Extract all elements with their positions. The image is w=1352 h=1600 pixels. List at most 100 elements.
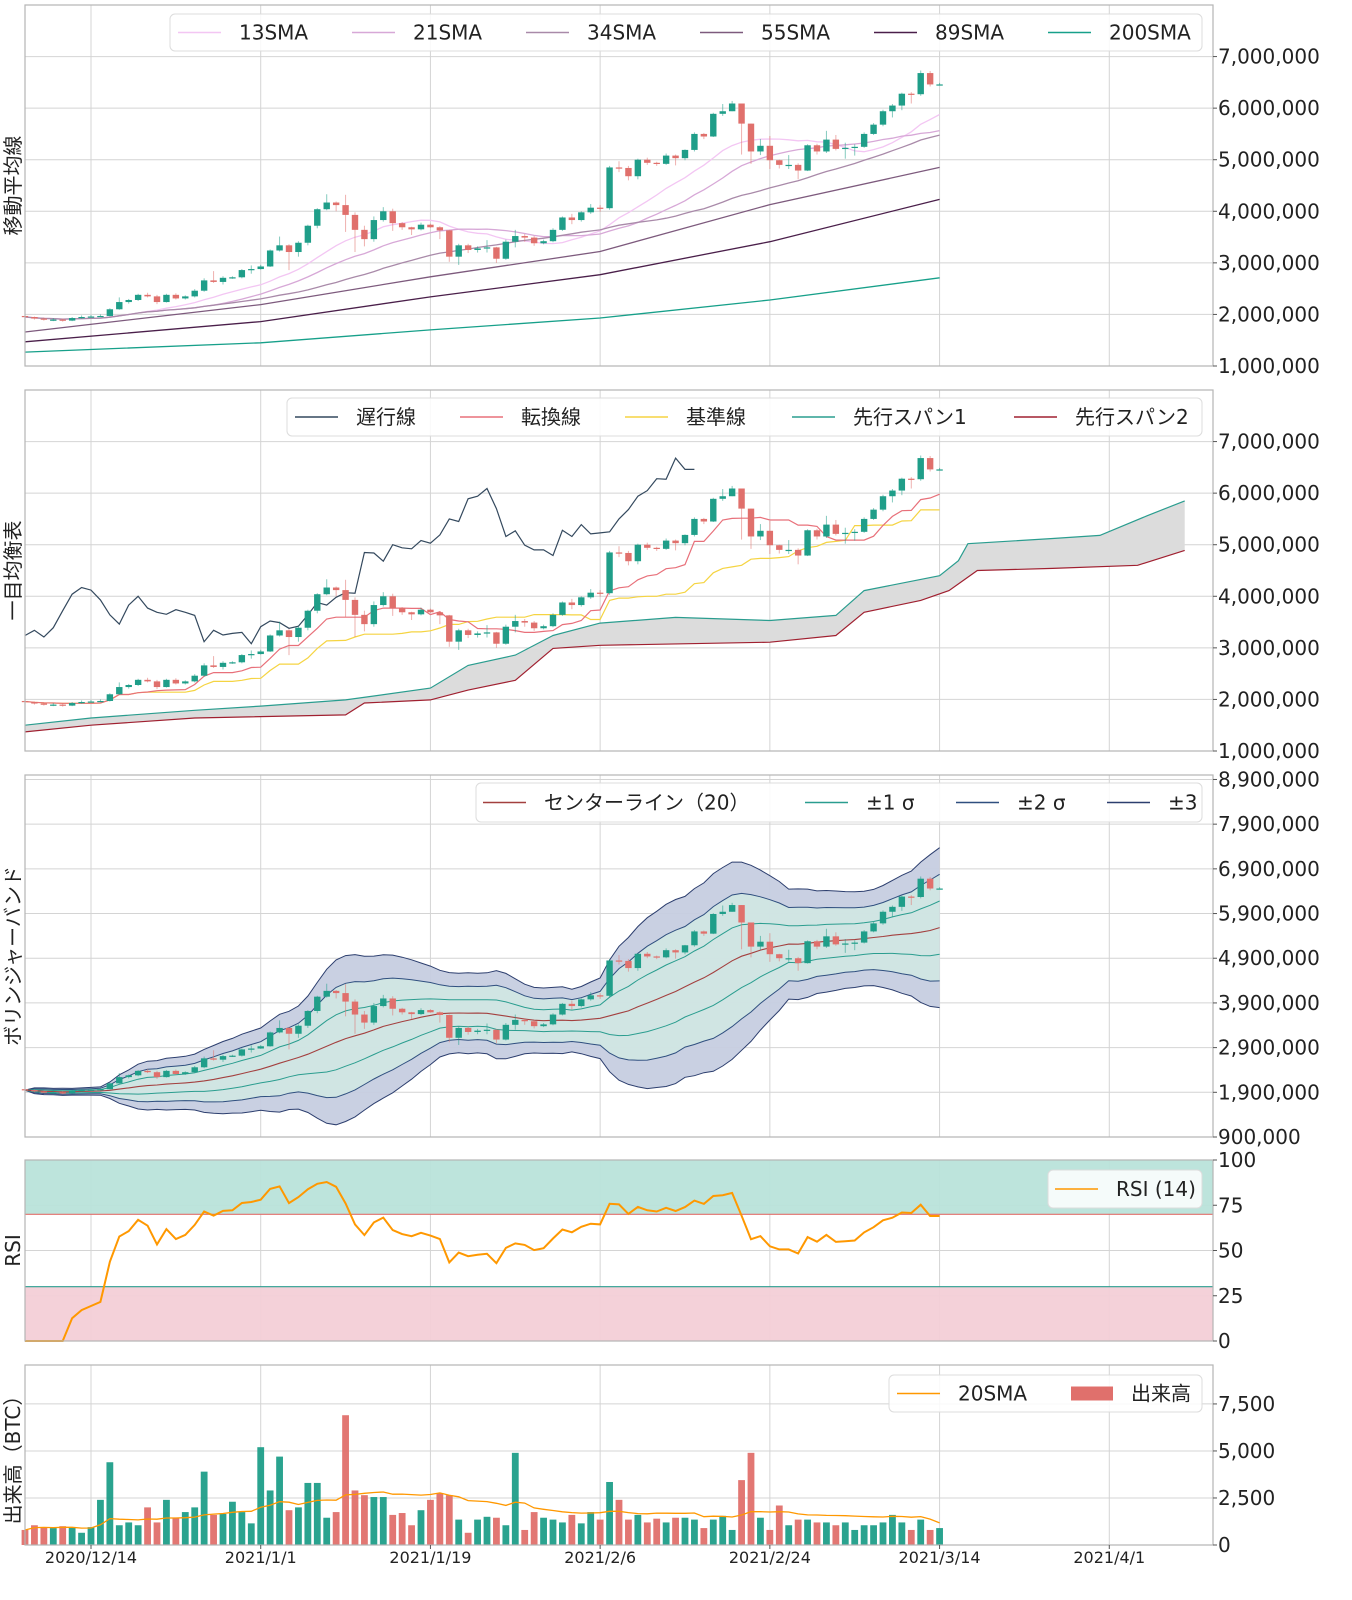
candle [323, 983, 330, 998]
volume-bar [606, 1481, 613, 1545]
y-tick-label: 5,000,000 [1218, 533, 1320, 557]
candle [757, 935, 764, 950]
candle-body [512, 1019, 519, 1025]
candle-body [40, 703, 48, 705]
candle [521, 233, 528, 242]
candle [540, 1023, 547, 1028]
volume-bar [389, 1514, 397, 1545]
volume-bar [841, 1522, 849, 1545]
candle-body [879, 111, 887, 125]
ma-plot-area [25, 5, 1213, 366]
candle-body [926, 73, 934, 85]
candle [493, 631, 500, 648]
ma-frame [24, 4, 1214, 367]
candle-body [427, 224, 434, 228]
legend-label: 21SMA [413, 21, 482, 45]
candle [634, 952, 642, 971]
candle-body [295, 627, 302, 638]
legend-label: 転換線 [521, 405, 581, 429]
candle [474, 1028, 481, 1035]
candle [908, 477, 915, 489]
volume-bar [49, 1528, 57, 1545]
legend-label: RSI (14) [1116, 1177, 1196, 1201]
candle-body [483, 632, 491, 634]
candle-body [163, 679, 170, 688]
candle [483, 625, 491, 638]
candle [776, 159, 783, 169]
candle [804, 529, 811, 557]
candle-body [238, 655, 246, 663]
candle [700, 517, 708, 525]
candle-body [559, 1003, 566, 1015]
candle-body [747, 508, 755, 537]
candle-body [917, 73, 924, 95]
candle-body [568, 1003, 576, 1007]
candle-body [361, 229, 368, 240]
candle [568, 213, 576, 225]
candle [625, 550, 632, 566]
y-tick-label: 5,000,000 [1218, 148, 1320, 172]
legend-item-20: センターライン（20） [483, 791, 749, 815]
candle [125, 298, 132, 304]
candle-body [464, 245, 472, 250]
candle [530, 1019, 538, 1029]
volume-bar [210, 1514, 217, 1545]
candle [578, 211, 585, 222]
candle-body [794, 549, 802, 556]
volume-legend: 20SMA 出来高 [888, 1374, 1203, 1413]
candle-body [823, 524, 830, 537]
candle-body [200, 665, 208, 676]
candle-body [794, 164, 802, 171]
candle-body [662, 950, 670, 958]
candle [587, 589, 594, 599]
candle-body [766, 530, 774, 546]
candle [144, 292, 151, 298]
candle [427, 223, 434, 228]
volume-bars [21, 1415, 943, 1545]
candle-body [521, 1019, 528, 1022]
candle-body [59, 704, 66, 706]
candle [785, 949, 792, 962]
candle [40, 702, 48, 706]
candle-body [908, 896, 915, 898]
candle [879, 910, 887, 925]
candle [474, 246, 481, 253]
candle [200, 663, 208, 677]
candle-body [634, 953, 642, 969]
candle-body [842, 943, 849, 945]
candle [634, 543, 642, 565]
volume-bar [247, 1523, 255, 1545]
candle-body [380, 998, 387, 1007]
candle [408, 1011, 415, 1020]
line-bb-lower-1 [24, 952, 940, 1095]
candle [691, 930, 698, 947]
line-bb-upper-3 [24, 847, 940, 1091]
volume-bar [596, 1519, 604, 1545]
candle-body [587, 592, 594, 598]
candle-body [332, 202, 340, 206]
volume-ylabel: 出来高（BTC） [1, 1386, 25, 1525]
y-tick-label: 4,900,000 [1218, 946, 1320, 970]
candle [134, 1069, 142, 1077]
candle [40, 1090, 48, 1094]
candle-body [870, 509, 877, 519]
candle-body [615, 960, 623, 962]
candle [672, 949, 679, 959]
y-tick-label: 3,000,000 [1218, 251, 1320, 275]
candle-body [483, 1029, 491, 1031]
y-tick-label: 7,000,000 [1218, 430, 1320, 454]
ichimoku-legend: 遅行線 転換線 基準線 先行スパン1 先行スパン2 [286, 397, 1203, 437]
candle-body [276, 1027, 283, 1033]
y-tick-label: 25 [1218, 1284, 1243, 1308]
candle [163, 293, 170, 303]
candle-body [446, 1014, 453, 1038]
candle [78, 1088, 85, 1092]
candle-body [266, 250, 274, 267]
candle [483, 1023, 491, 1035]
candle [502, 624, 510, 645]
volume-bar [153, 1522, 161, 1545]
candle-body [408, 1012, 415, 1015]
candle-body [417, 609, 425, 615]
candle [653, 161, 660, 166]
candle [710, 112, 717, 138]
